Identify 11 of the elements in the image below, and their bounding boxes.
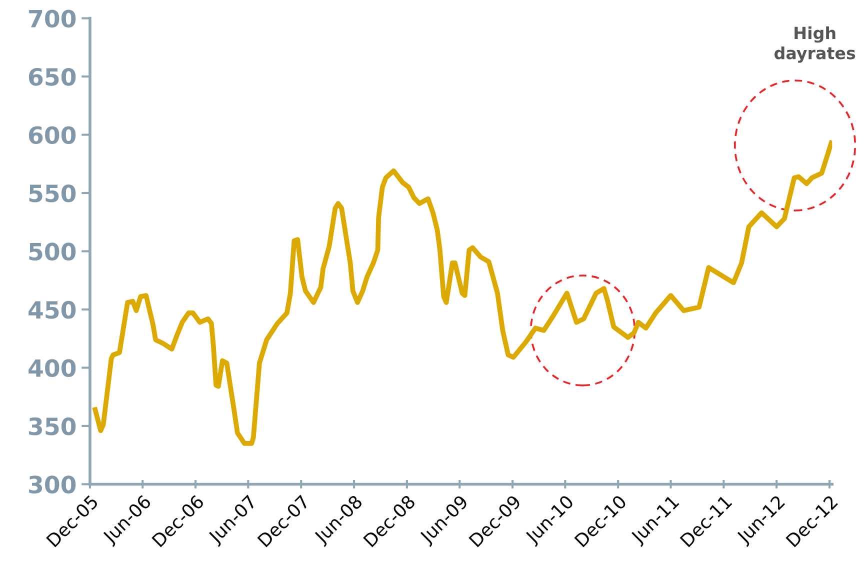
y-tick-label: 450 [28,300,76,319]
y-tick-label: 650 [28,68,76,86]
y-tick-label: 350 [29,417,76,436]
y-tick-label: 550 [29,184,76,202]
y-tick-label: 600 [28,126,76,144]
annotation: High dayrates [774,26,856,63]
y-tick-label: 400 [28,359,76,378]
y-tick-label: 500 [29,242,76,261]
y-tick-label: 300 [29,476,76,494]
line-series [92,140,832,446]
y-tick-label: 700 [29,10,76,28]
